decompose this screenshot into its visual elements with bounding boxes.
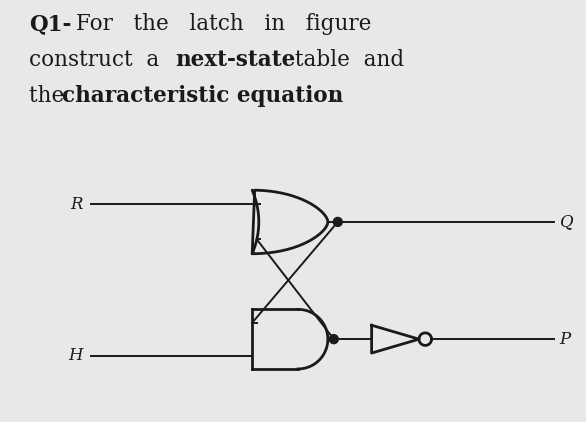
Text: table  and: table and [288, 49, 404, 71]
Text: H: H [69, 347, 83, 364]
Circle shape [333, 217, 342, 226]
Text: For   the   latch   in   figure: For the latch in figure [76, 14, 372, 35]
Text: next-state: next-state [176, 49, 296, 71]
Text: R: R [70, 196, 83, 213]
Text: characteristic equation: characteristic equation [62, 85, 343, 107]
Text: Q: Q [560, 214, 573, 230]
Text: P: P [560, 331, 571, 348]
Circle shape [329, 335, 338, 344]
Text: construct  a: construct a [29, 49, 166, 71]
Text: Q1-: Q1- [29, 14, 71, 35]
Text: .: . [332, 85, 339, 107]
Text: the: the [29, 85, 71, 107]
